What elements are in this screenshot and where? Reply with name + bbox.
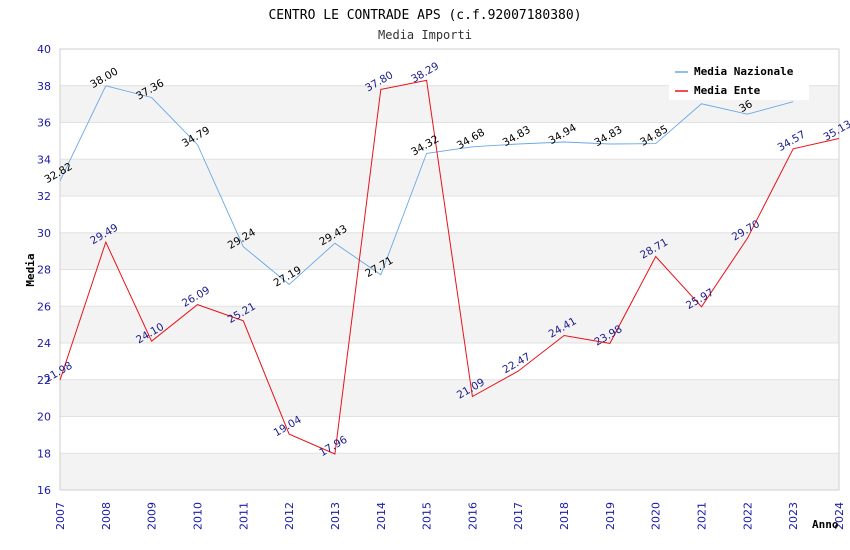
y-tick-label-30: 30: [37, 227, 51, 240]
data-label-media-nazionale-2016: 34.68: [455, 126, 487, 151]
data-label-media-nazionale-2015: 34.32: [409, 133, 441, 158]
y-tick-label-18: 18: [37, 447, 51, 460]
x-tick-label-2007: 2007: [54, 502, 67, 530]
band-24-26: [60, 306, 839, 343]
x-tick-label-2014: 2014: [375, 502, 388, 530]
x-tick-label-2020: 2020: [650, 502, 663, 530]
chart-title: CENTRO LE CONTRADE APS (c.f.92007180380): [268, 8, 581, 23]
y-tick-label-36: 36: [37, 117, 51, 130]
y-tick-label-16: 16: [37, 484, 51, 497]
x-tick-label-2018: 2018: [558, 502, 571, 530]
y-axis-ticks: 16 18 20 22 24 26 28 30 32 34 36 38 40: [37, 43, 51, 497]
data-label-media-nazionale-2018: 34.94: [547, 122, 579, 148]
series-line-media-nazionale: [59, 85, 794, 285]
chart-subtitle: Media Importi: [378, 28, 472, 42]
background-bands: [60, 85, 839, 490]
legend: Media Nazionale Media Ente: [669, 60, 809, 100]
x-tick-label-2012: 2012: [283, 502, 296, 530]
y-tick-label-26: 26: [37, 300, 51, 313]
data-label-media-nazionale-2020: 34.85: [638, 123, 670, 148]
x-tick-label-2016: 2016: [466, 502, 479, 530]
band-20-22: [60, 379, 839, 417]
legend-box: [669, 60, 809, 100]
data-label-media-ente-2015: 38.29: [409, 60, 441, 85]
y-tick-label-20: 20: [37, 411, 51, 424]
y-tick-label-32: 32: [37, 190, 51, 203]
data-label-media-nazionale-2010: 34.79: [180, 124, 212, 149]
legend-label-media-ente: Media Ente: [694, 84, 761, 97]
x-tick-label-2015: 2015: [421, 502, 434, 530]
data-label-media-nazionale-2017: 34.83: [501, 124, 533, 149]
data-label-media-ente-2023: 34.57: [776, 128, 808, 153]
band-16-18: [60, 453, 839, 490]
x-tick-label-2017: 2017: [512, 502, 525, 530]
y-tick-label-24: 24: [37, 337, 51, 350]
data-label-media-ente-2012: 19.04: [272, 414, 304, 440]
y-tick-label-34: 34: [37, 153, 51, 166]
x-tick-label-2023: 2023: [787, 502, 800, 530]
y-tick-label-38: 38: [37, 80, 51, 93]
y-tick-label-40: 40: [37, 43, 51, 56]
x-axis-ticks: 2007 2008 2009 2010 2011 2012 2013 2014 2015 2016…: [54, 502, 846, 530]
x-tick-label-2008: 2008: [100, 502, 113, 530]
x-tick-label-2010: 2010: [191, 502, 204, 530]
data-label-media-nazionale-2019: 34.83: [592, 124, 624, 149]
band-32-34: [60, 159, 839, 196]
y-tick-label-28: 28: [37, 264, 51, 277]
x-tick-label-2022: 2022: [741, 502, 754, 530]
x-tick-label-2011: 2011: [237, 502, 250, 530]
x-tick-label-2009: 2009: [146, 502, 159, 530]
y-tick-label-22: 22: [37, 374, 51, 387]
plot-frame: [59, 48, 840, 491]
legend-label-media-nazionale: Media Nazionale: [694, 65, 794, 78]
x-tick-label-2019: 2019: [604, 502, 617, 530]
y-axis-title: Media: [24, 253, 37, 286]
x-axis-title: Anno: [812, 518, 839, 531]
series-lines: [59, 79, 840, 455]
series-line-media-ente: [59, 79, 840, 455]
x-tick-label-2024: 2024: [833, 502, 846, 530]
x-tick-label-2013: 2013: [329, 502, 342, 530]
x-tick-label-2021: 2021: [696, 502, 709, 530]
data-label-media-nazionale-2022: 36: [737, 98, 755, 115]
